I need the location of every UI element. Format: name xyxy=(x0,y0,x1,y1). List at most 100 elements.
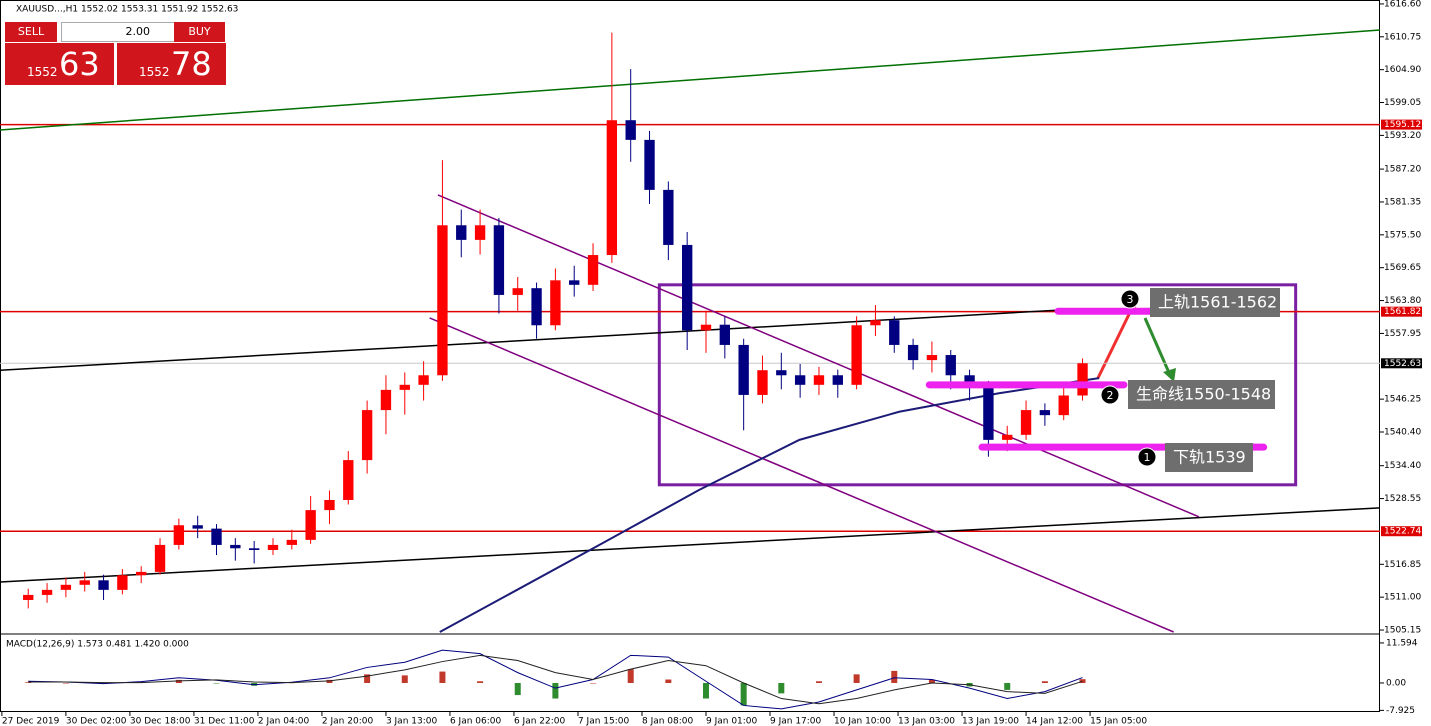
candle-body xyxy=(361,410,373,461)
y-tick-label: 1516.85 xyxy=(1384,560,1421,570)
zone-label-box xyxy=(1128,380,1275,409)
x-tick-label: 13 Jan 03:00 xyxy=(898,717,955,726)
histogram-bar xyxy=(1079,679,1086,683)
price-tag-label: 1522.74 xyxy=(1384,527,1421,537)
moving-average xyxy=(439,377,1100,633)
y-tick-label: 1546.25 xyxy=(1384,395,1421,405)
y-tick-label: 1587.20 xyxy=(1384,165,1421,175)
trade-panel: SELL 2.00 BUY 1552 63 1552 78 xyxy=(5,20,226,85)
candle-body xyxy=(889,320,900,345)
x-tick-label: 2 Jan 04:00 xyxy=(258,717,310,726)
bid-big: 1552 xyxy=(27,65,58,79)
candle-body xyxy=(343,460,354,500)
candle-body xyxy=(267,544,279,550)
x-tick-label: 13 Jan 19:00 xyxy=(962,717,1019,726)
candle-body xyxy=(136,571,147,576)
candle-body xyxy=(512,288,523,295)
buy-button[interactable]: BUY xyxy=(174,22,225,42)
candle-body xyxy=(964,375,975,385)
lot-input[interactable]: 2.00 xyxy=(61,22,175,42)
macd-line xyxy=(28,654,1083,705)
bid-box[interactable]: 1552 63 xyxy=(5,43,114,85)
x-tick-label: 31 Dec 11:00 xyxy=(194,717,255,726)
candle-body xyxy=(738,344,749,395)
y-tick-label: 1563.80 xyxy=(1384,296,1421,306)
histogram-bar xyxy=(175,679,182,683)
candle-body xyxy=(625,120,636,140)
candle-body xyxy=(1039,410,1051,416)
candle-body xyxy=(719,324,731,345)
histogram-bar xyxy=(703,682,710,699)
candle-body xyxy=(663,189,674,245)
histogram-bar xyxy=(364,674,371,683)
x-tick-label: 30 Dec 18:00 xyxy=(130,717,191,726)
histogram-bar xyxy=(401,675,408,683)
candle-body xyxy=(192,525,203,529)
zone-number-badge xyxy=(1100,385,1120,405)
ask-box[interactable]: 1552 78 xyxy=(117,43,226,85)
y-tick-label: 1575.50 xyxy=(1384,230,1421,240)
candle-body xyxy=(324,499,335,511)
sell-button[interactable]: SELL xyxy=(5,22,57,42)
macd-title: MACD(12,26,9) 1.573 0.481 1.420 0.000 xyxy=(6,640,189,650)
price-tag-label: 1561.82 xyxy=(1384,307,1421,317)
candle-body xyxy=(1002,434,1013,440)
histogram-bar xyxy=(853,674,860,683)
candle-body xyxy=(248,548,260,550)
y-tick-label: 1610.75 xyxy=(1384,32,1421,42)
x-tick-label: 27 Dec 2019 xyxy=(2,717,60,726)
candle-body xyxy=(60,584,72,590)
y-tick-label: 1557.95 xyxy=(1384,329,1421,339)
candle-body xyxy=(399,384,410,390)
candle-body xyxy=(173,525,185,545)
candle-body xyxy=(456,225,467,240)
candle-body xyxy=(794,375,806,385)
x-tick-label: 3 Jan 13:00 xyxy=(386,717,438,726)
macd-line xyxy=(28,649,1083,710)
current-price-label: 1552.63 xyxy=(1384,359,1421,369)
histogram-bar xyxy=(514,682,521,696)
y-tick-label: 1511.00 xyxy=(1384,593,1421,603)
y-tick-label: 11.594 xyxy=(1386,638,1418,648)
candle-body xyxy=(644,139,655,190)
zone-label: 生命线1550-1548 xyxy=(1136,385,1271,404)
candle-body xyxy=(117,575,128,590)
candle-body xyxy=(418,375,429,385)
candle-body xyxy=(531,288,542,326)
x-tick-label: 9 Jan 17:00 xyxy=(770,717,822,726)
histogram-bar xyxy=(477,681,484,683)
arrow-head xyxy=(1163,368,1176,382)
zone-number: 1 xyxy=(1144,451,1151,464)
y-tick-label: 1599.05 xyxy=(1384,98,1421,108)
candle-body xyxy=(983,384,994,440)
histogram-bar xyxy=(213,682,220,684)
ask-small: 78 xyxy=(171,45,212,83)
range-box xyxy=(657,283,1298,487)
histogram-bar xyxy=(552,682,559,699)
candle-body xyxy=(907,344,919,361)
frame xyxy=(0,0,1380,712)
trendline xyxy=(0,507,1381,583)
zone-label: 下轨1539 xyxy=(1173,448,1246,467)
candle-body xyxy=(926,355,938,361)
candle-body xyxy=(474,225,486,240)
y-tick-label: 0.00 xyxy=(1386,678,1406,688)
histogram-bar xyxy=(778,682,785,694)
y-tick-label: 1581.35 xyxy=(1384,197,1421,207)
candle-body xyxy=(757,370,768,395)
ask-big: 1552 xyxy=(139,65,170,79)
y-tick-label: 1540.40 xyxy=(1384,428,1421,438)
x-tick-label: 30 Dec 02:00 xyxy=(66,717,127,726)
histogram-bar xyxy=(740,682,747,706)
x-tick-label: 2 Jan 20:00 xyxy=(322,717,374,726)
histogram-bar xyxy=(1041,681,1048,683)
zone-label-box xyxy=(1165,443,1253,472)
histogram-bar xyxy=(1004,682,1011,690)
candle-body xyxy=(380,389,392,411)
candle-body xyxy=(41,589,53,595)
trendline xyxy=(429,317,1174,633)
histogram-bar xyxy=(665,679,672,683)
price-tag xyxy=(1381,526,1422,537)
candle-body xyxy=(154,544,166,572)
trendline xyxy=(437,194,1200,518)
